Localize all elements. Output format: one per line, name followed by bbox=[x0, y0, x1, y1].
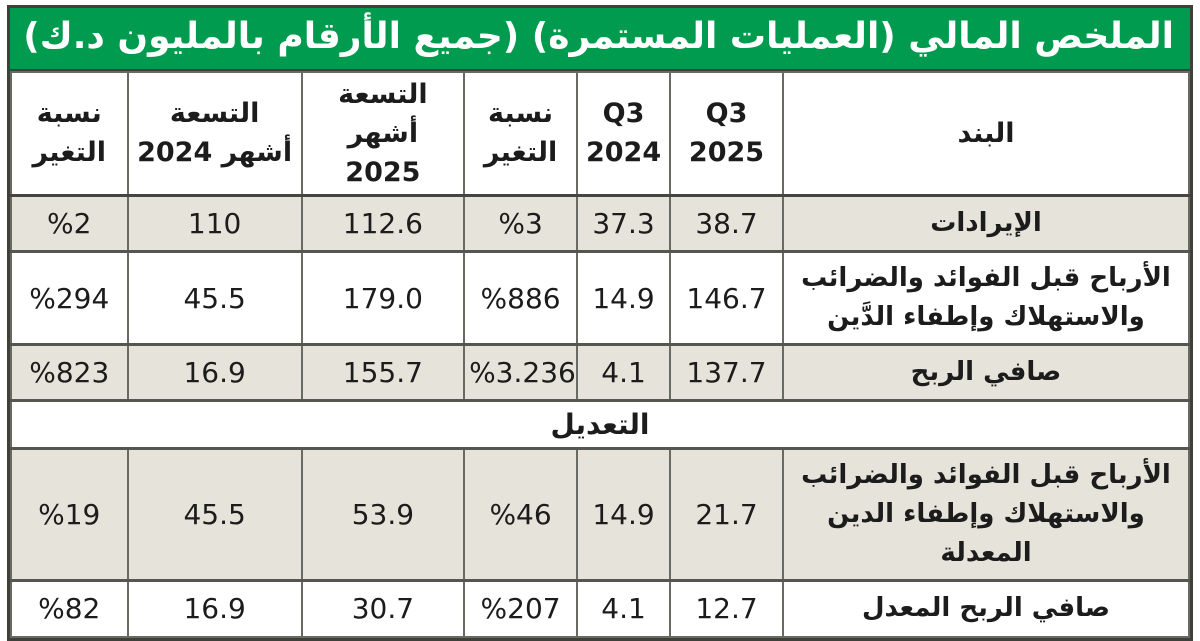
column-header-q3_2025: Q3 2025 bbox=[669, 70, 784, 197]
value-nm_2024: 45.5 bbox=[126, 447, 303, 582]
section-row: التعديل bbox=[10, 399, 1190, 450]
value-nm_2024: 16.9 bbox=[126, 579, 303, 638]
value-chg_nm: %82 bbox=[10, 579, 129, 638]
financial-summary-board: الملخص المالي (العمليات المستمرة) (جميع … bbox=[7, 5, 1193, 641]
table-row: الإيرادات 38.7 37.3 %3 112.6 110 %2 bbox=[10, 194, 1191, 253]
table-title-bar: الملخص المالي (العمليات المستمرة) (جميع … bbox=[10, 8, 1190, 71]
value-q3_2025: 38.7 bbox=[669, 194, 784, 253]
value-chg_q: %3 bbox=[463, 194, 579, 253]
item-label: صافي الربح المعدل bbox=[781, 579, 1191, 638]
table-row: صافي الربح 137.7 4.1 %3.236 155.7 16.9 %823 bbox=[10, 343, 1191, 402]
value-nm_2024: 16.9 bbox=[126, 343, 303, 402]
section-label: التعديل bbox=[10, 399, 1190, 450]
value-q3_2024: 14.9 bbox=[576, 447, 672, 582]
value-nm_2025: 155.7 bbox=[300, 343, 466, 402]
value-q3_2024: 4.1 bbox=[576, 343, 672, 402]
column-header-q3_2024: Q3 2024 bbox=[576, 70, 672, 197]
value-nm_2025: 53.9 bbox=[300, 447, 466, 582]
value-nm_2025: 179.0 bbox=[300, 250, 466, 346]
value-q3_2025: 21.7 bbox=[669, 447, 784, 582]
value-q3_2025: 12.7 bbox=[669, 579, 784, 638]
column-header-chg_q: نسبة التغير bbox=[463, 70, 579, 197]
value-nm_2024: 110 bbox=[126, 194, 303, 253]
column-header-item: البند bbox=[781, 70, 1191, 197]
header-row: البند Q3 2025 Q3 2024 نسبة التغير التسعة أشه… bbox=[10, 70, 1191, 197]
column-header-chg_nm: نسبة التغير bbox=[10, 70, 129, 197]
item-label: صافي الربح bbox=[781, 343, 1191, 402]
value-nm_2025: 30.7 bbox=[300, 579, 466, 638]
column-header-nm_2025: التسعة أشهر 2025 bbox=[300, 70, 466, 197]
value-q3_2025: 146.7 bbox=[669, 250, 784, 346]
value-chg_q: %207 bbox=[463, 579, 579, 638]
table-row: صافي الربح المعدل 12.7 4.1 %207 30.7 16.9 %82 bbox=[10, 579, 1191, 638]
table-body: الإيرادات 38.7 37.3 %3 112.6 110 %2 الأرباح قبل… bbox=[10, 194, 1191, 638]
value-q3_2024: 37.3 bbox=[576, 194, 672, 253]
value-chg_nm: %2 bbox=[10, 194, 129, 253]
column-header-nm_2024: التسعة أشهر 2024 bbox=[126, 70, 303, 197]
table-title: الملخص المالي (العمليات المستمرة) (جميع … bbox=[23, 16, 1174, 57]
value-nm_2024: 45.5 bbox=[126, 250, 303, 346]
value-chg_nm: %294 bbox=[10, 250, 129, 346]
value-q3_2024: 14.9 bbox=[576, 250, 672, 346]
financial-summary-table: البند Q3 2025 Q3 2024 نسبة التغير التسعة أشه… bbox=[10, 70, 1191, 638]
table-header: البند Q3 2025 Q3 2024 نسبة التغير التسعة أشه… bbox=[10, 70, 1191, 197]
value-q3_2025: 137.7 bbox=[669, 343, 784, 402]
item-label: الأرباح قبل الفوائد والضرائب والاستهلاك … bbox=[781, 447, 1191, 582]
value-chg_q: %3.236 bbox=[463, 343, 579, 402]
value-chg_q: %886 bbox=[463, 250, 579, 346]
table-row: الأرباح قبل الفوائد والضرائب والاستهلاك … bbox=[10, 250, 1191, 346]
item-label: الأرباح قبل الفوائد والضرائب والاستهلاك … bbox=[781, 250, 1191, 346]
value-nm_2025: 112.6 bbox=[300, 194, 466, 253]
value-chg_nm: %823 bbox=[10, 343, 129, 402]
value-q3_2024: 4.1 bbox=[576, 579, 672, 638]
value-chg_q: %46 bbox=[463, 447, 579, 582]
item-label: الإيرادات bbox=[781, 194, 1191, 253]
table-row: الأرباح قبل الفوائد والضرائب والاستهلاك … bbox=[10, 447, 1191, 582]
value-chg_nm: %19 bbox=[10, 447, 129, 582]
